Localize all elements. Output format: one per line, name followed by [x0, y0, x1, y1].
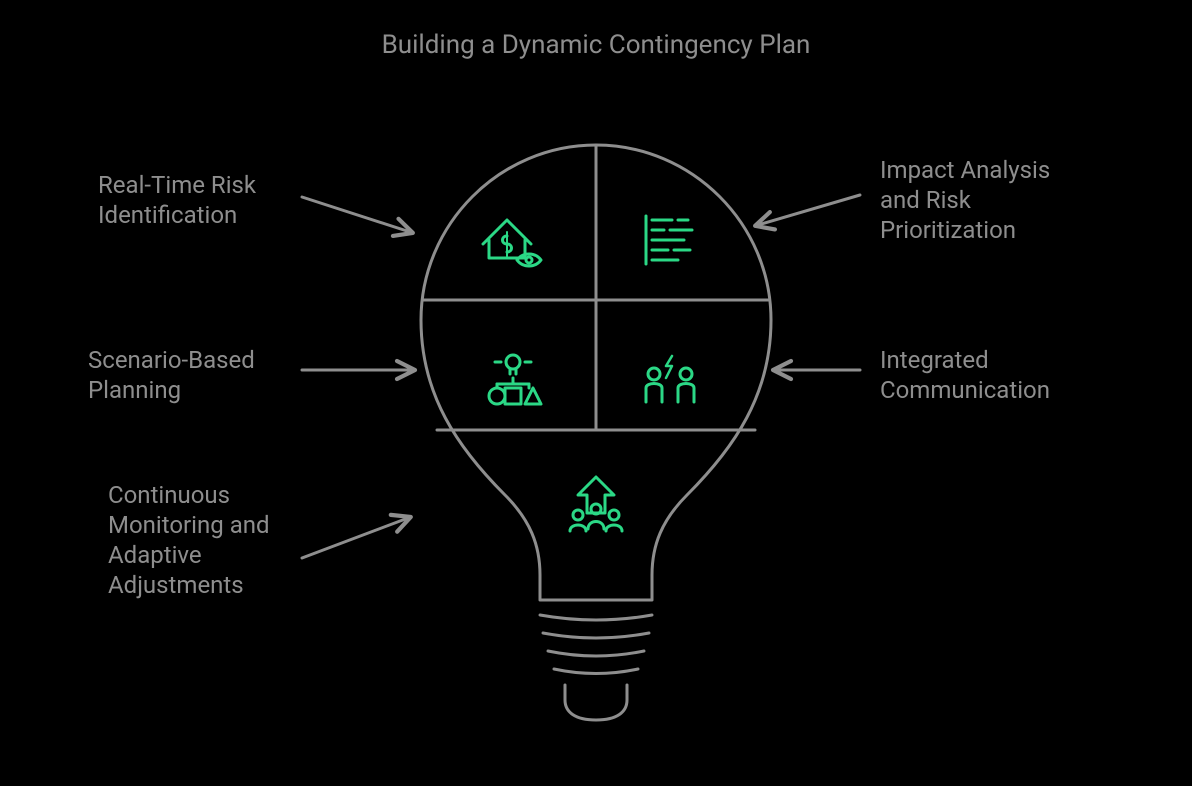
team-arrow-up-icon — [570, 477, 622, 531]
arrow-group — [302, 195, 860, 558]
arrow-bot-left — [302, 518, 408, 558]
lightbulb-outline — [421, 145, 771, 720]
house-dollar-eye-icon — [483, 220, 541, 266]
people-bolt-icon — [646, 356, 694, 402]
bulb-diagram-svg — [0, 0, 1192, 786]
arrow-top-right — [758, 195, 860, 225]
chart-gantt-icon — [646, 216, 696, 264]
shapes-bulb-icon — [489, 344, 541, 404]
arrow-top-left — [302, 197, 410, 232]
